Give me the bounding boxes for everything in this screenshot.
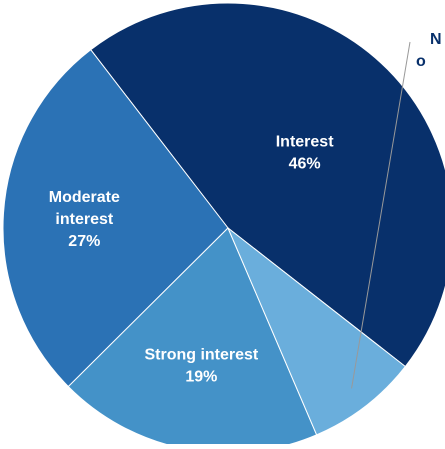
pie-slice-no-interest-or-no-answer: [227, 227, 407, 436]
slice-name-label: Strong interest: [144, 347, 258, 364]
slice-value-label: 27%: [68, 233, 100, 250]
slice-label-strong-interest: Strong interest 19%: [144, 347, 258, 386]
pie-slice-interest: [90, 2, 445, 368]
slice-value-label: 19%: [185, 369, 217, 386]
slice-name-label: Moderate: [49, 189, 120, 206]
slice-label-moderate-interest: Moderate interest 27%: [49, 189, 120, 250]
pie-slice-moderate-interest: [2, 49, 229, 388]
slice-name-label: Interest: [276, 133, 334, 150]
slice-name-label: interest: [55, 211, 113, 228]
slice-value-label: 46%: [289, 155, 321, 172]
pie-labels: Interest 46% Moderate interest 27% Strong int…: [49, 31, 442, 389]
slice-label-interest: Interest 46%: [276, 133, 334, 172]
leader-line: [351, 41, 411, 389]
